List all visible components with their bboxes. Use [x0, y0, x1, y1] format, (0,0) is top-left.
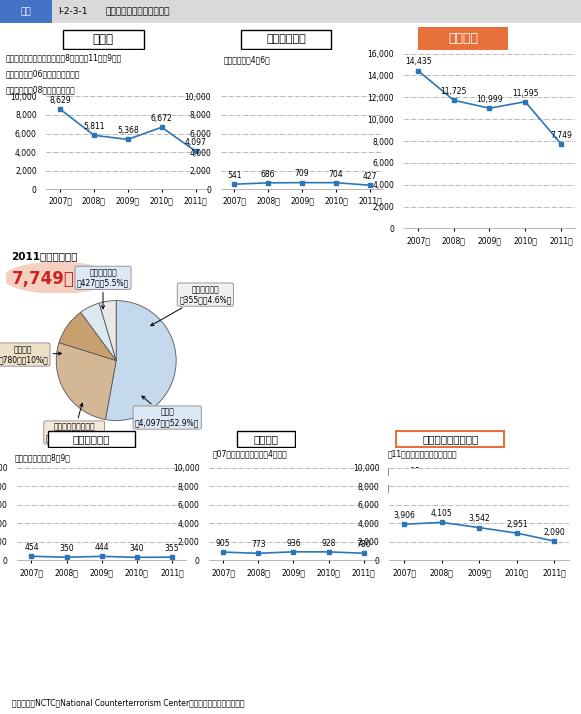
Text: 11,595: 11,595	[512, 89, 539, 98]
Text: 欧州・旧ソ連
（427件、5.5%）: 欧州・旧ソ連 （427件、5.5%）	[77, 268, 129, 308]
Text: 350: 350	[59, 544, 74, 553]
Text: ・イラクとアフガニスタンで8割以上（11年は9割）: ・イラクとアフガニスタンで8割以上（11年は9割）	[6, 54, 122, 63]
Wedge shape	[56, 343, 116, 420]
Text: 7,749: 7,749	[550, 131, 572, 140]
Text: 936: 936	[286, 538, 301, 548]
Text: 北米・中南米: 北米・中南米	[73, 434, 110, 444]
Text: 世界全体: 世界全体	[449, 32, 478, 45]
Text: ・イラクでは06年をピークに減少: ・イラクでは06年をピークに減少	[6, 70, 80, 79]
Text: ・コロンビアが的8～9割: ・コロンビアが的8～9割	[15, 453, 71, 462]
Text: 355: 355	[164, 544, 179, 553]
Text: 4,105: 4,105	[431, 509, 453, 518]
Text: 444: 444	[94, 543, 109, 552]
Text: 図表: 図表	[20, 7, 31, 16]
Text: 928: 928	[321, 538, 336, 548]
Text: ・タイは07年をピークに減少: ・タイは07年をピークに減少	[388, 483, 453, 492]
Text: 欧州・旧ソ連: 欧州・旧ソ連	[266, 34, 306, 44]
Text: 14,435: 14,435	[405, 58, 431, 66]
FancyBboxPatch shape	[241, 29, 331, 49]
Text: ・07年以降、ソマリアが4割以上: ・07年以降、ソマリアが4割以上	[213, 449, 288, 458]
Text: 3,906: 3,906	[393, 511, 415, 520]
Text: 中　東: 中 東	[92, 33, 114, 46]
Text: 780: 780	[356, 540, 371, 549]
Text: 7,749件: 7,749件	[12, 271, 74, 288]
Wedge shape	[81, 303, 116, 361]
Text: 686: 686	[261, 170, 275, 178]
Text: 905: 905	[216, 539, 231, 548]
Text: ・ロシアが的4～6割: ・ロシアが的4～6割	[224, 56, 271, 64]
Text: 2,090: 2,090	[543, 528, 565, 537]
FancyBboxPatch shape	[236, 431, 295, 448]
Text: 340: 340	[130, 544, 144, 553]
Text: 4,097: 4,097	[185, 138, 206, 147]
Text: アフリカ
（780件、10%）: アフリカ （780件、10%）	[0, 345, 62, 364]
Ellipse shape	[3, 262, 113, 294]
Text: 454: 454	[24, 543, 39, 552]
Text: 中　東
（4,097件、52.9%）: 中 東 （4,097件、52.9%）	[135, 396, 199, 427]
Wedge shape	[59, 312, 116, 361]
Text: アフリカ: アフリカ	[253, 434, 278, 444]
Text: 8,629: 8,629	[49, 96, 71, 105]
FancyBboxPatch shape	[48, 431, 135, 448]
Text: 5,811: 5,811	[83, 122, 105, 131]
FancyBboxPatch shape	[63, 29, 144, 49]
Text: （注）米国NCTC（National Counterterrorism Center）データベースを基に作成: （注）米国NCTC（National Counterterrorism Cent…	[12, 699, 244, 708]
Text: アジア・オセアニア: アジア・オセアニア	[422, 434, 478, 444]
Wedge shape	[105, 301, 176, 421]
Text: 2,951: 2,951	[506, 520, 528, 529]
Text: ０10、11年は6割以上１: ０10、11年は6割以上１	[213, 469, 278, 478]
Wedge shape	[99, 301, 116, 361]
Text: 6,672: 6,672	[151, 114, 173, 123]
Text: ・11年はパキスタンが半数以上: ・11年はパキスタンが半数以上	[388, 449, 457, 458]
Text: ・イエメンは08年以降増加傾向: ・イエメンは08年以降増加傾向	[6, 86, 76, 95]
Text: 3,542: 3,542	[468, 515, 490, 523]
Text: 773: 773	[251, 540, 266, 549]
FancyBboxPatch shape	[396, 431, 504, 448]
Text: 10,999: 10,999	[476, 95, 503, 104]
Text: 地域別テロ事件発生件数緯: 地域別テロ事件発生件数緯	[105, 7, 170, 16]
Text: 11,725: 11,725	[440, 87, 467, 96]
Text: 541: 541	[227, 171, 242, 180]
Bar	[0, 0, 52, 23]
Text: 5,368: 5,368	[117, 126, 139, 135]
Text: 709: 709	[295, 169, 310, 178]
Text: アジア・オセアニア
（2,090件、27%）: アジア・オセアニア （2,090件、27%）	[46, 403, 103, 442]
Text: 2011年の発生件数: 2011年の発生件数	[12, 251, 78, 261]
Text: ・インドは05年をピークに減少傾向: ・インドは05年をピークに減少傾向	[388, 466, 467, 475]
Text: 北米・中南米
（355件、4.6%）: 北米・中南米 （355件、4.6%）	[150, 285, 232, 326]
Text: I-2-3-1: I-2-3-1	[58, 7, 88, 16]
FancyBboxPatch shape	[418, 27, 508, 50]
Text: 427: 427	[363, 172, 377, 181]
Text: 704: 704	[329, 169, 343, 178]
